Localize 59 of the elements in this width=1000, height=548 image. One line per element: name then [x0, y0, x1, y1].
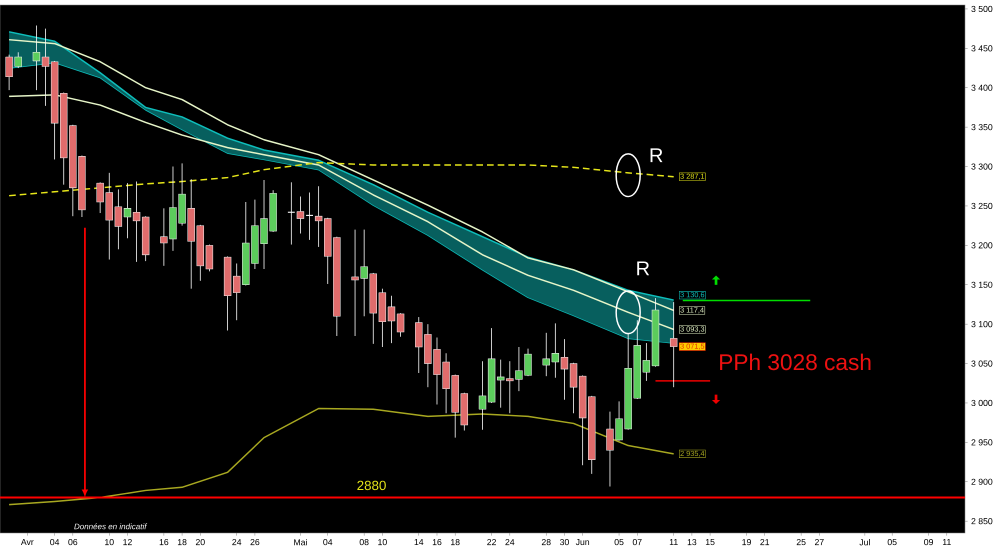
x-tick-label: 25 [796, 539, 806, 546]
x-tick-label: 24 [232, 539, 242, 546]
x-tick-label: 07 [632, 539, 642, 546]
y-tick-label: 3 100 [971, 321, 992, 328]
x-tick-label: 24 [505, 539, 514, 546]
annotation: PPh 3028 cash [720, 354, 870, 370]
candlestick [306, 192, 314, 240]
x-tick-label: 30 [560, 539, 569, 546]
y-tick-label: 3 050 [971, 360, 992, 367]
y-tick-label: 3 350 [971, 124, 992, 130]
candlestick [606, 411, 614, 487]
x-tick-label: 16 [160, 539, 168, 546]
y-tick-label: 3 150 [971, 282, 992, 288]
x-tick-label: 04 [50, 539, 60, 546]
line-series [8, 408, 674, 506]
x-tick-label: 10 [378, 539, 387, 546]
x-tick-label: 06 [68, 539, 78, 546]
y-tick-label: 3 400 [971, 84, 992, 91]
candlestick [287, 182, 296, 245]
x-tick-label: 14 [414, 539, 424, 545]
y-tick-label: 2 850 [971, 518, 992, 524]
x-tick-label: 09 [924, 539, 933, 546]
x-tick-label: 28 [542, 539, 551, 546]
y-tick-label: 3 300 [971, 163, 992, 170]
y-tick-label: 3 500 [971, 6, 992, 12]
x-tick-label: 20 [196, 539, 205, 546]
x-tick-label: 27 [814, 539, 824, 546]
x-tick-label: 10 [105, 539, 114, 546]
x-tick-label: 13 [688, 539, 696, 546]
x-tick-label: 04 [323, 539, 332, 546]
x-tick-label: Jun [576, 539, 590, 546]
x-tick-label: 11 [942, 539, 951, 545]
x-tick-label: 21 [760, 539, 770, 546]
x-tick-label: 18 [451, 539, 460, 546]
x-tick-label: 26 [250, 539, 260, 546]
y-tick-label: 3 250 [971, 202, 992, 210]
x-tick-label: 05 [614, 539, 624, 546]
x-tick-label: 12 [123, 539, 132, 546]
candlestick [670, 302, 678, 388]
x-tick-label: 16 [432, 539, 442, 546]
x-tick-label: 22 [487, 539, 496, 546]
x-tick-label: 08 [360, 539, 369, 546]
x-tick-label: Jul [859, 539, 870, 546]
x-tick-label: 05 [888, 539, 897, 546]
y-tick-label: 3 200 [971, 242, 992, 248]
annotation: R [637, 261, 650, 276]
annotation: R [650, 148, 662, 162]
y-tick-label: 2 900 [971, 478, 992, 485]
y-tick-label: 3 450 [971, 45, 992, 52]
x-tick-label: 18 [178, 539, 187, 546]
y-tick-label: 2 950 [971, 439, 992, 446]
x-tick-label: 15 [706, 539, 715, 546]
x-tick-label: Mai [294, 539, 307, 546]
x-tick-label: 19 [742, 539, 751, 546]
ref-line-label: 2880 [357, 480, 386, 490]
annotation: Données en indicatif [74, 523, 148, 530]
x-tick-label: 11 [670, 539, 678, 545]
y-tick-label: 3 000 [971, 400, 992, 406]
x-tick-label: Avr [20, 539, 34, 545]
